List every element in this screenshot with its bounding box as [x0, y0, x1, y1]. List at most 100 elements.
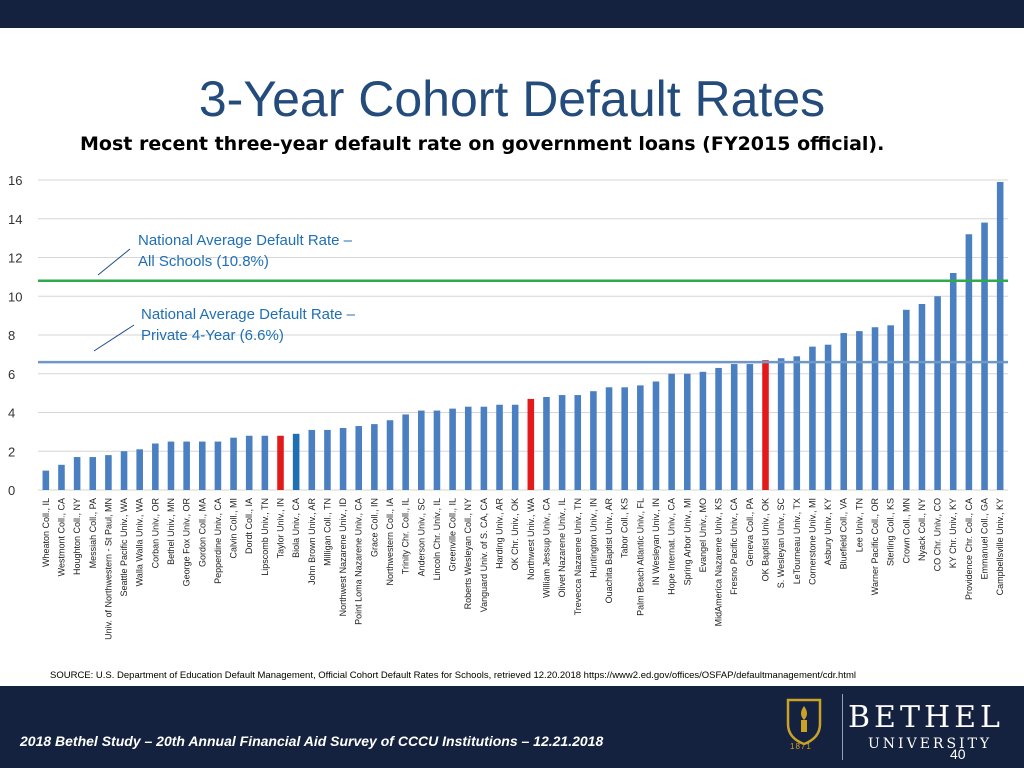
- bar: [637, 385, 644, 490]
- x-tick-label: Providence Chr. Coll., CA: [964, 498, 974, 600]
- bar: [464, 406, 472, 490]
- y-tick-label: 10: [8, 289, 22, 304]
- bar: [214, 441, 222, 490]
- x-tick-label: Spring Arbor Univ., MI: [682, 498, 692, 585]
- reference-line-label: National Average Default Rate –: [138, 232, 353, 249]
- top-bar: [0, 0, 1024, 28]
- page-number: 40: [950, 746, 966, 762]
- x-tick-label: Roberts Wesleyan Coll., NY: [463, 498, 473, 609]
- bar: [245, 435, 253, 490]
- bar: [793, 356, 801, 490]
- bar: [558, 395, 566, 490]
- x-tick-label: Dordt Coll., IA: [244, 498, 254, 554]
- torch-shield-icon: [786, 698, 822, 746]
- bar: [418, 410, 425, 490]
- y-tick-label: 14: [8, 212, 22, 227]
- x-tick-label: Wheaton Coll., IL: [41, 498, 51, 567]
- source-note: SOURCE: U.S. Department of Education Def…: [50, 670, 856, 681]
- y-tick-label: 12: [8, 251, 22, 266]
- reference-line-label: Private 4-Year (6.6%): [141, 327, 284, 344]
- bar: [58, 464, 65, 490]
- bar: [402, 414, 409, 490]
- bar: [136, 449, 143, 490]
- bar: [777, 358, 785, 490]
- x-tick-label: Point Loma Nazarene Univ., CA: [354, 498, 364, 625]
- bar: [198, 441, 206, 490]
- x-tick-label: S. Wesleyan Univ., SC: [776, 498, 786, 589]
- bar: [762, 360, 769, 490]
- bar: [715, 367, 722, 490]
- bar: [903, 309, 910, 490]
- x-tick-label: Trinity Chr. Coll., IL: [401, 498, 411, 574]
- y-tick-label: 2: [8, 444, 15, 459]
- x-tick-label: Huntington Univ., IN: [588, 498, 598, 578]
- x-tick-label: Campbellsville Univ., KY: [995, 498, 1005, 595]
- x-tick-label: Lee Univ., TN: [854, 498, 864, 552]
- x-tick-label: Walla Walla Univ., WA: [135, 498, 145, 586]
- x-tick-label: Hope Internat. Univ., CA: [667, 498, 677, 595]
- logo-year: 1871: [790, 742, 812, 751]
- x-tick-label: Vanguard Univ. of S. CA, CA: [479, 498, 489, 612]
- x-tick-label: Tabor Coll., KS: [620, 498, 630, 558]
- x-tick-label: Bethel Univ., MN: [166, 498, 176, 565]
- x-tick-label: Univ. of Northwestern - St Paul, MN: [103, 498, 113, 640]
- x-tick-label: Emmanuel Coll., GA: [980, 498, 990, 580]
- bar: [574, 395, 582, 490]
- x-axis-labels: Wheaton Coll., IL Westmont Coll., CA Hough…: [41, 498, 1005, 640]
- bar: [856, 331, 863, 490]
- reference-lines: National Average Default Rate – All Schoo…: [38, 232, 1008, 364]
- x-tick-label: Houghton Coll., NY: [72, 498, 82, 575]
- bar: [871, 327, 879, 490]
- x-tick-label: Seattle Pacific Univ., WA: [119, 498, 129, 597]
- x-tick-label: Harding Univ., AR: [495, 498, 505, 569]
- y-tick-label: 4: [8, 406, 15, 421]
- page-subtitle: Most recent three-year default rate on g…: [80, 133, 885, 155]
- x-tick-label: John Brown Univ., AR: [307, 498, 317, 585]
- x-tick-label: Lincoln Chr. Univ., IL: [432, 498, 442, 580]
- page-title: 3-Year Cohort Default Rates: [198, 71, 826, 127]
- x-tick-label: Taylor Univ., IN: [276, 498, 286, 558]
- x-tick-label: Crown Coll., MN: [901, 498, 911, 564]
- reference-line-label: National Average Default Rate –: [141, 306, 356, 323]
- bar: [480, 406, 488, 490]
- y-tick-label: 6: [8, 367, 15, 382]
- y-tick-label: 0: [8, 483, 15, 498]
- bar: [527, 398, 535, 490]
- x-tick-label: Asbury Univ., KY: [823, 498, 833, 565]
- bar: [105, 455, 112, 490]
- bar: [590, 391, 597, 490]
- y-tick-label: 8: [8, 328, 15, 343]
- bar: [324, 429, 331, 490]
- bar: [496, 404, 503, 490]
- x-tick-label: Trevecca Nazarene Univ., TN: [573, 498, 583, 615]
- bar: [981, 222, 988, 490]
- bar: [433, 410, 441, 490]
- bar: [371, 424, 378, 490]
- bar: [824, 344, 832, 490]
- bar: [261, 435, 269, 490]
- bar: [42, 470, 50, 490]
- x-tick-label: Gordon Coll., MA: [197, 498, 207, 567]
- bar: [167, 441, 175, 490]
- x-tick-label: Milligan Coll., TN: [322, 498, 332, 566]
- x-tick-label: Corban Univ., OR: [150, 498, 160, 569]
- bar: [949, 273, 957, 490]
- x-tick-label: CO Chr. Univ., CO: [933, 498, 943, 571]
- x-tick-label: Northwest Univ., WA: [526, 498, 536, 580]
- bar: [152, 443, 159, 490]
- x-tick-label: Bluefield Coll., VA: [839, 498, 849, 569]
- x-tick-label: OK Chr. Univ., OK: [510, 498, 520, 570]
- bar: [120, 451, 128, 490]
- bar: [449, 408, 456, 490]
- x-tick-label: George Fox Univ., OR: [182, 498, 192, 587]
- x-tick-label: Ouachita Baptist Univ., AR: [604, 498, 614, 604]
- bar: [183, 441, 190, 490]
- bar: [996, 181, 1004, 490]
- bar: [308, 429, 316, 490]
- bar: [543, 397, 550, 490]
- x-tick-label: Biola Univ., CA: [291, 498, 301, 558]
- footer: 2018 Bethel Study – 20th Annual Financia…: [0, 686, 1024, 768]
- y-tick-label: 16: [8, 173, 22, 188]
- bar: [918, 304, 926, 490]
- bar: [355, 426, 363, 490]
